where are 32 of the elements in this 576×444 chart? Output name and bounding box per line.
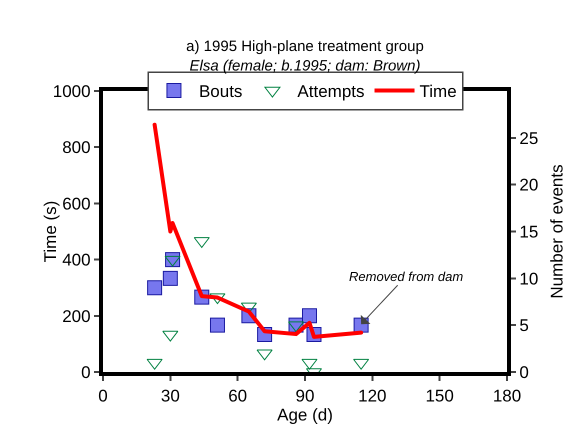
y-tick-label: 600 [62, 194, 91, 214]
y2-tick-label: 20 [519, 176, 538, 195]
y-tick-label: 0 [81, 362, 91, 382]
y-tick-label: 1000 [52, 82, 91, 101]
y-axis-title: Time (s) [41, 200, 60, 262]
x-axis-title: Age (d) [277, 405, 333, 424]
annotation: Removed from dam [349, 269, 464, 284]
y2-axis-title: Number of events [548, 164, 566, 299]
chart-title: a) 1995 High-plane treatment group [186, 38, 424, 56]
legend-label: Time [420, 82, 457, 102]
y-tick-label: 800 [62, 138, 91, 158]
point [162, 270, 178, 286]
y2-tick-label: 10 [519, 269, 538, 288]
x-tick-label: 30 [160, 386, 180, 406]
x-tick-label: 150 [425, 386, 454, 406]
x-tick-label: 90 [296, 386, 314, 406]
y2-tick-label: 5 [519, 316, 529, 336]
x-tick-label: 120 [358, 386, 387, 406]
y2-tick-label: 25 [519, 128, 538, 148]
legend-label: Bouts [198, 82, 242, 102]
y2-tick-label: 15 [519, 222, 538, 242]
y2-tick-label: 0 [519, 362, 529, 382]
x-tick-label: 60 [228, 386, 248, 406]
x-tick-label: 0 [98, 386, 108, 406]
point [302, 308, 317, 324]
chart-subtitle: Elsa (female; b.1995; dam: Brown) [190, 58, 420, 75]
legend-label: Attempts [297, 82, 365, 102]
y-tick-label: 400 [62, 250, 91, 270]
point [210, 318, 225, 333]
x-tick-label: 180 [492, 386, 522, 406]
point [147, 280, 162, 296]
y-tick-label: 200 [62, 306, 91, 326]
